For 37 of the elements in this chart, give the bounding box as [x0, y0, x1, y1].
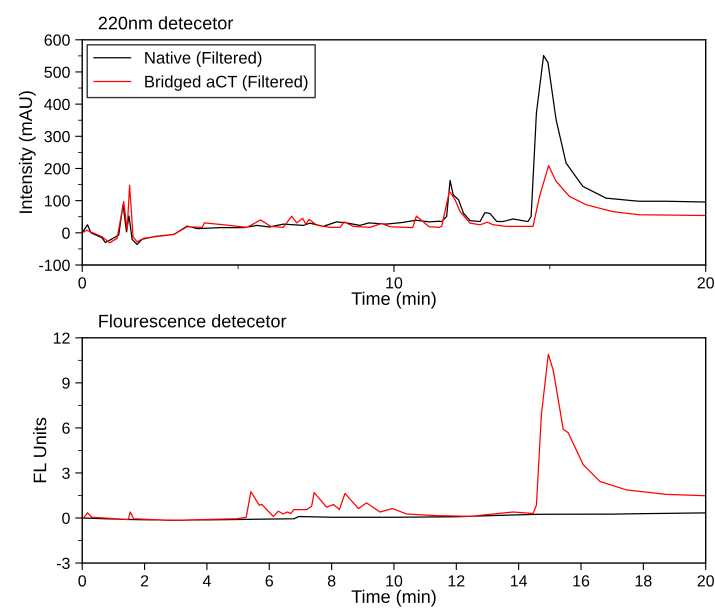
y-tick-label: 0 — [62, 512, 70, 524]
x-tick-label: 8 — [328, 575, 336, 587]
x-axis-title: Time (min) — [352, 590, 436, 607]
y-tick-label: 600 — [44, 34, 70, 46]
x-axis-title: Time (min) — [352, 292, 436, 309]
line-series — [82, 164, 706, 244]
chart-title: Flourescence detecetor — [99, 314, 286, 328]
y-tick-label: -100 — [39, 260, 70, 271]
x-tick-label: 14 — [510, 575, 528, 586]
y-tick-label: -3 — [56, 558, 70, 569]
x-tick-label: 10 — [386, 277, 402, 289]
x-tick-label: 0 — [78, 277, 86, 289]
y-tick-label: 3 — [62, 468, 70, 479]
x-tick-label: 2 — [140, 575, 148, 586]
legend-label: Native (Filtered) — [145, 51, 262, 67]
y-tick-label: 12 — [54, 332, 70, 344]
x-tick-label: 4 — [202, 575, 211, 586]
x-tick-label: 18 — [636, 575, 652, 587]
y-tick-label: 0 — [62, 227, 70, 239]
x-tick-label: 12 — [448, 575, 464, 586]
y-tick-label: 100 — [44, 195, 70, 207]
x-tick-label: 6 — [266, 575, 274, 587]
y-axis-title: Intensity (mAU) — [18, 91, 36, 213]
x-tick-label: 0 — [78, 575, 86, 587]
y-tick-label: 500 — [44, 66, 70, 78]
y-tick-label: 200 — [44, 163, 70, 174]
y-tick-label: 300 — [44, 130, 70, 142]
y-tick-label: 9 — [62, 378, 70, 389]
y-axis-title: FL Units — [33, 418, 46, 482]
x-tick-label: 10 — [386, 575, 402, 587]
legend-label: Bridged aCT (Filtered) — [145, 75, 308, 91]
x-tick-label: 20 — [698, 277, 714, 289]
y-tick-label: 6 — [62, 422, 70, 434]
x-tick-label: 16 — [573, 575, 590, 587]
x-tick-label: 20 — [698, 575, 714, 587]
y-tick-label: 400 — [44, 98, 70, 110]
chart-title: 220nm detecetor — [98, 16, 234, 30]
